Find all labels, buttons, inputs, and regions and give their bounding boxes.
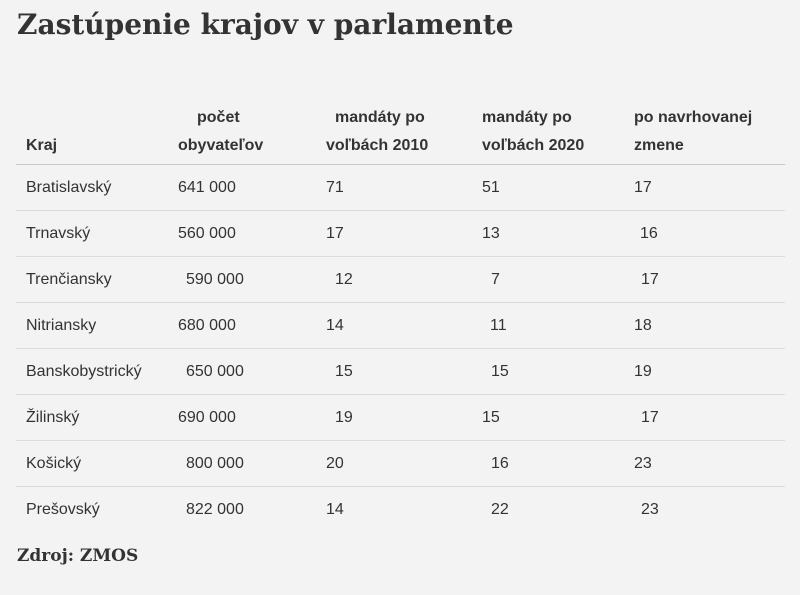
cell-navrh: 23 — [634, 455, 652, 472]
cell-mandaty-2010: 15 — [335, 363, 353, 380]
table-row: Nitriansky 680 000 14 11 18 — [16, 303, 785, 349]
header-pocet-line2: obyvateľov — [178, 137, 264, 154]
table-row: Prešovský 822 000 14 22 23 — [16, 487, 785, 532]
cell-kraj: Banskobystrický — [26, 363, 142, 380]
table-header-row: Kraj počet obyvateľov mandáty po voľbách… — [16, 104, 785, 165]
cell-mandaty-2010: 17 — [326, 225, 344, 242]
table-row: Žilinský 690 000 19 15 17 — [16, 395, 785, 441]
source-note: Zdroj: ZMOS — [17, 546, 139, 566]
header-pocet-line1: počet — [197, 109, 240, 126]
cell-pocet: 690 000 — [178, 409, 236, 426]
cell-mandaty-2010: 19 — [335, 409, 353, 426]
header-m2020-line2: voľbách 2020 — [482, 137, 585, 154]
cell-pocet: 822 000 — [186, 501, 244, 518]
cell-mandaty-2020: 22 — [491, 501, 509, 518]
page-title: Zastúpenie krajov v parlamente — [17, 8, 514, 41]
cell-kraj: Žilinský — [26, 409, 80, 426]
header-m2010-line2: voľbách 2010 — [326, 137, 429, 154]
header-m2010-line1: mandáty po — [335, 109, 425, 126]
cell-mandaty-2010: 20 — [326, 455, 344, 472]
cell-navrh: 17 — [634, 179, 652, 196]
header-pocet-obyvatelov: počet obyvateľov — [178, 104, 263, 160]
cell-navrh: 16 — [640, 225, 658, 242]
cell-mandaty-2020: 51 — [482, 179, 500, 196]
cell-pocet: 590 000 — [186, 271, 244, 288]
cell-mandaty-2020: 7 — [491, 271, 500, 288]
cell-mandaty-2020: 15 — [482, 409, 500, 426]
cell-mandaty-2020: 15 — [491, 363, 509, 380]
cell-mandaty-2010: 14 — [326, 317, 344, 334]
header-mandaty-2020: mandáty po voľbách 2020 — [482, 104, 584, 160]
cell-kraj: Prešovský — [26, 501, 100, 518]
table-row: Bratislavský 641 000 71 51 17 — [16, 165, 785, 211]
table-row: Banskobystrický 650 000 15 15 19 — [16, 349, 785, 395]
cell-pocet: 560 000 — [178, 225, 236, 242]
cell-mandaty-2010: 14 — [326, 501, 344, 518]
cell-pocet: 641 000 — [178, 179, 236, 196]
cell-pocet: 650 000 — [186, 363, 244, 380]
cell-pocet: 680 000 — [178, 317, 236, 334]
cell-kraj: Trnavský — [26, 225, 91, 242]
cell-mandaty-2010: 12 — [335, 271, 353, 288]
header-mandaty-2010: mandáty po voľbách 2010 — [326, 104, 428, 160]
header-navrh-line2: zmene — [634, 137, 684, 154]
cell-kraj: Nitriansky — [26, 317, 97, 334]
cell-mandaty-2020: 11 — [490, 317, 507, 334]
data-table: Kraj počet obyvateľov mandáty po voľbách… — [16, 104, 785, 532]
header-m2020-line1: mandáty po — [482, 109, 572, 126]
cell-navrh: 23 — [641, 501, 659, 518]
cell-navrh: 17 — [641, 271, 659, 288]
header-kraj-label: Kraj — [26, 137, 58, 154]
cell-mandaty-2010: 71 — [326, 179, 344, 196]
cell-navrh: 17 — [641, 409, 659, 426]
table-row: Trenčiansky 590 000 12 7 17 — [16, 257, 785, 303]
cell-mandaty-2020: 16 — [491, 455, 509, 472]
table-row: Košický 800 000 20 16 23 — [16, 441, 785, 487]
cell-navrh: 19 — [634, 363, 652, 380]
table-row: Trnavský 560 000 17 13 16 — [16, 211, 785, 257]
header-navrh-line1: po navrhovanej — [634, 109, 753, 126]
cell-navrh: 18 — [634, 317, 652, 334]
cell-pocet: 800 000 — [186, 455, 244, 472]
cell-mandaty-2020: 13 — [482, 225, 500, 242]
header-kraj: Kraj — [26, 132, 57, 160]
cell-kraj: Košický — [26, 455, 82, 472]
header-navrhovana-zmena: po navrhovanej zmene — [634, 104, 752, 160]
cell-kraj: Bratislavský — [26, 179, 112, 196]
cell-kraj: Trenčiansky — [26, 271, 112, 288]
